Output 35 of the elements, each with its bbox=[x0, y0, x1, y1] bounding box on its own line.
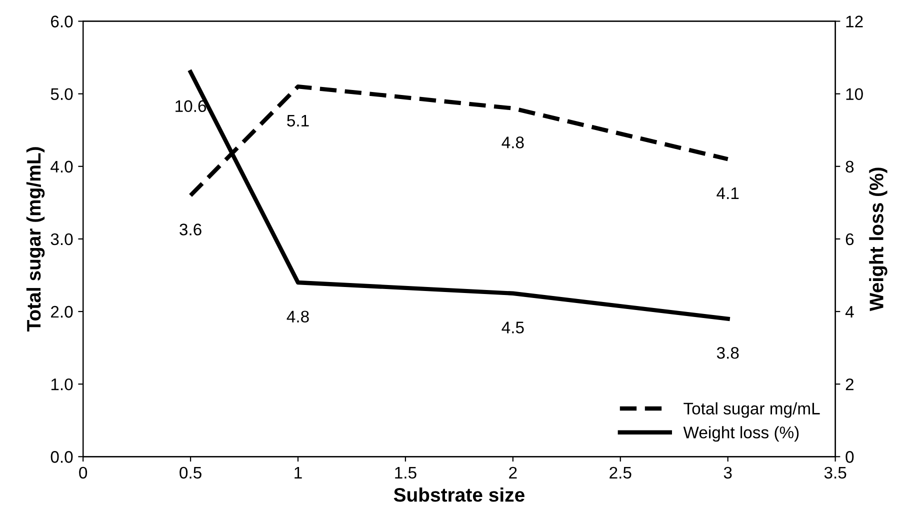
y2-tick-label: 10 bbox=[846, 88, 863, 100]
x-tick-label: 1.5 bbox=[395, 466, 416, 479]
y2-axis-title: Weight loss (%) bbox=[869, 168, 888, 312]
legend-label: Total sugar mg/mL bbox=[684, 402, 820, 418]
data-label: 5.1 bbox=[287, 114, 309, 127]
y-tick-label: 0.0 bbox=[50, 451, 73, 463]
y-tick-label: 4.0 bbox=[50, 160, 73, 173]
y2-tick-label: 4 bbox=[845, 306, 854, 318]
y-axis-title: Total sugar (mg/mL) bbox=[26, 147, 45, 332]
data-label: 4.1 bbox=[716, 188, 739, 199]
y2-tick-label: 6 bbox=[846, 233, 854, 246]
x-tick-label: 0 bbox=[79, 466, 88, 479]
x-tick-label: 1 bbox=[294, 466, 302, 478]
x-tick-label: 2.5 bbox=[610, 466, 632, 479]
data-label: 3.8 bbox=[716, 346, 739, 359]
y2-tick-label: 0 bbox=[846, 451, 854, 463]
y2-tick-label: 12 bbox=[846, 16, 863, 28]
data-label: 4.8 bbox=[502, 136, 524, 148]
x-tick-label: 2 bbox=[509, 466, 517, 478]
data-label: 4.5 bbox=[502, 322, 524, 334]
data-label: 10.6 bbox=[176, 100, 206, 112]
x-axis-title: Substrate size bbox=[394, 487, 524, 502]
x-tick-label: 0.5 bbox=[180, 466, 202, 479]
y-tick-label: 2.0 bbox=[51, 306, 73, 318]
legend-label: Weight loss (%) bbox=[683, 426, 799, 442]
data-label: 3.6 bbox=[180, 224, 202, 236]
y-tick-label: 3.0 bbox=[50, 233, 73, 246]
y-tick-label: 5.0 bbox=[50, 88, 73, 100]
y-tick-label: 1.0 bbox=[51, 378, 73, 390]
y2-tick-label: 2 bbox=[846, 378, 854, 390]
data-label: 4.8 bbox=[286, 310, 309, 323]
y2-tick-label: 8 bbox=[846, 160, 854, 173]
y-tick-label: 6.0 bbox=[51, 16, 73, 28]
x-tick-label: 3.5 bbox=[824, 466, 846, 479]
x-tick-label: 3 bbox=[724, 466, 732, 479]
